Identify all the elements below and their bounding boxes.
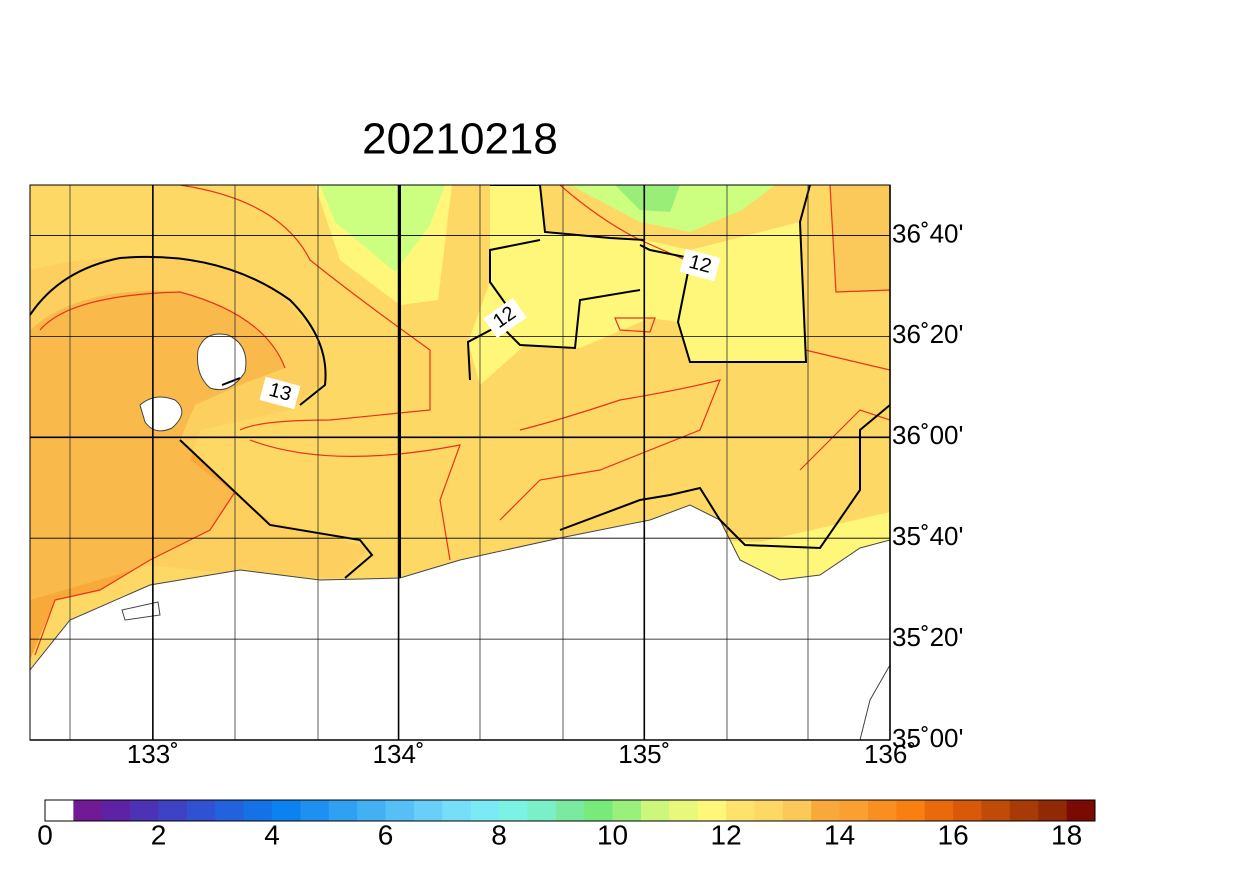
colorbar-box [896,800,926,821]
grid-minor [69,185,809,740]
island [139,396,183,432]
colorbar-box [385,800,415,821]
colorbar-box [272,800,301,821]
contour-labels: 12 12 13 [259,248,721,410]
land [30,504,890,740]
colorbar-box [243,800,273,821]
colorbar-tick-label: 2 [151,819,167,850]
colorbar-tick-label: 18 [1051,819,1082,850]
island [197,333,247,391]
colorbar-box [328,800,358,821]
colorbar-box [953,800,982,821]
colorbar-box [811,800,841,821]
lat-tick-label: 36˚20' [892,319,963,349]
colorbar-tick-label: 16 [938,819,969,850]
land [859,663,890,740]
colorbar-box [527,800,557,821]
sst-colder [615,185,680,212]
title: 20210218 [362,115,558,164]
lon-tick-label: 136˚ [864,739,916,769]
colorbar-box [555,800,585,821]
colorbar-box [1009,800,1039,821]
colorbar-box [981,800,1011,821]
lat-tick-label: 36˚40' [892,218,963,248]
field [30,185,890,740]
colorbar-tick-label: 6 [378,819,394,850]
colorbar-tick-label: 0 [37,819,53,850]
lon-tick-label: 135˚ [618,739,670,769]
colorbar-frame [44,799,1096,822]
colorbar-tick-label: 14 [824,819,855,850]
colorbar-box [726,800,755,821]
colorbar-box [413,800,443,821]
lat-tick-label: 35˚20' [892,622,963,652]
sst-cold [320,185,445,272]
colorbar-box [499,800,528,821]
sst-cool [468,185,806,385]
contour-major [30,185,890,579]
contour-minor [34,185,890,656]
colorbar-box [300,800,330,821]
colorbar-box [1038,800,1068,821]
colorbar-box [584,800,614,821]
colorbar-tick-label: 4 [264,819,280,850]
sst-mid [830,185,890,292]
colorbar-box [697,800,727,821]
colorbar-box [612,800,642,821]
colorbar-box [470,800,500,821]
colorbar-tick-label: 12 [711,819,742,850]
colorbar-box [357,800,387,821]
colorbar-box [130,800,160,821]
sst-mid [30,257,370,600]
lon-tick-label: 133˚ [127,739,179,769]
colorbar-box [158,800,188,821]
colorbar-box [215,800,245,821]
colorbar: 0 2 4 6 8 10 12 14 16 18 [37,799,1096,850]
sst-cold [570,185,775,232]
colorbar-box [1066,800,1096,821]
colorbar-box [924,800,954,821]
colorbar-box [867,800,897,821]
colorbar-box [73,800,103,821]
colorbar-box [754,800,784,821]
lat-tick-label: 35˚40' [892,521,963,551]
colorbar-box [45,800,74,821]
colorbar-box [101,800,131,821]
colorbar-box [839,800,869,821]
colorbar-box [186,800,216,821]
colorbar-box [669,800,699,821]
colorbar-box [442,800,472,821]
plot-frame [29,184,891,741]
colorbar-tick-label: 8 [491,819,507,850]
colorbar-tick-label: 10 [597,819,628,850]
lat-tick-label: 36˚00' [892,420,963,450]
colorbar-box [640,800,670,821]
lat-tick-label: 35˚00' [892,723,963,753]
colorbar-box [782,800,812,821]
island [121,601,161,621]
lon-tick-label: 134˚ [373,739,425,769]
